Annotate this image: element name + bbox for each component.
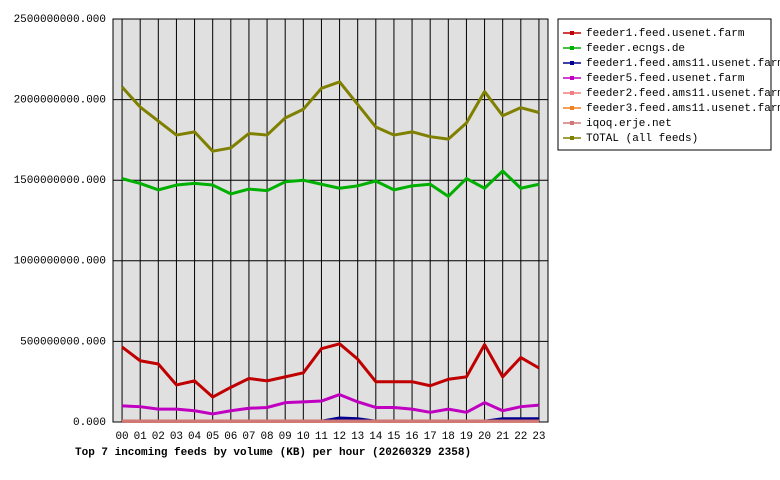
legend-marker (570, 136, 574, 140)
legend-label: feeder2.feed.ams11.usenet.farm (586, 88, 780, 100)
legend-label: TOTAL (all feeds) (586, 133, 698, 145)
legend-label: feeder3.feed.ams11.usenet.farm (586, 103, 780, 115)
x-tick-label: 20 (478, 431, 491, 443)
legend-label: iqoq.erje.net (586, 118, 672, 130)
legend-marker (570, 106, 574, 110)
y-tick-label: 2500000000.000 (14, 14, 106, 26)
x-tick-label: 04 (188, 431, 202, 443)
x-tick-label: 11 (315, 431, 329, 443)
legend-marker (570, 31, 574, 35)
legend-label: feeder.ecngs.de (586, 43, 685, 55)
x-tick-label: 23 (532, 431, 545, 443)
series-line (121, 393, 540, 416)
x-tick-label: 15 (387, 431, 400, 443)
x-tick-label: 02 (152, 431, 165, 443)
x-tick-label: 13 (351, 431, 364, 443)
x-tick-label: 16 (405, 431, 418, 443)
series-line (121, 169, 540, 198)
x-tick-label: 22 (514, 431, 527, 443)
x-tick-label: 18 (442, 431, 455, 443)
x-tick-label: 05 (206, 431, 219, 443)
x-tick-label: 03 (170, 431, 183, 443)
legend-marker (570, 46, 574, 50)
x-tick-label: 07 (242, 431, 255, 443)
legend-marker (570, 76, 574, 80)
x-tick-label: 09 (279, 431, 292, 443)
x-tick-label: 01 (134, 431, 148, 443)
legend-marker (570, 61, 574, 65)
x-tick-label: 00 (115, 431, 128, 443)
series-line (121, 342, 540, 399)
legend-box (557, 18, 772, 151)
x-tick-label: 21 (496, 431, 510, 443)
series-line (120, 80, 540, 153)
y-tick-label: 2000000000.000 (14, 95, 106, 107)
x-tick-label: 08 (260, 431, 273, 443)
x-tick-label: 14 (369, 431, 383, 443)
plot-area (112, 18, 549, 423)
legend-marker (570, 91, 574, 95)
x-tick-label: 17 (424, 431, 437, 443)
chart-title: Top 7 incoming feeds by volume (KB) per … (75, 447, 471, 459)
x-tick-label: 06 (224, 431, 237, 443)
x-tick-label: 10 (297, 431, 310, 443)
y-tick-label: 500000000.000 (20, 336, 106, 348)
y-tick-label: 0.000 (73, 417, 106, 429)
y-tick-label: 1500000000.000 (14, 175, 106, 187)
x-tick-label: 12 (333, 431, 346, 443)
y-tick-label: 1000000000.000 (14, 256, 106, 268)
legend-marker (570, 121, 574, 125)
legend-label: feeder5.feed.usenet.farm (586, 73, 745, 85)
x-tick-label: 19 (460, 431, 473, 443)
legend-label: feeder1.feed.ams11.usenet.farm (586, 58, 780, 70)
legend-label: feeder1.feed.usenet.farm (586, 28, 745, 40)
